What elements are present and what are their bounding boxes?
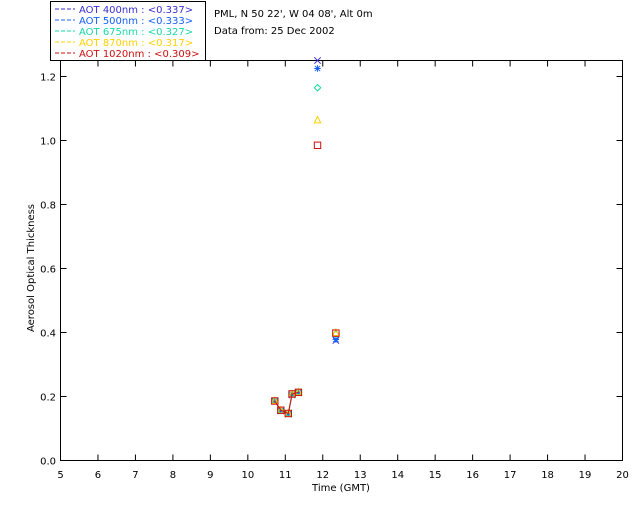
y-tick-label: 1.0 <box>40 137 56 148</box>
series-aot-675nm <box>270 83 340 418</box>
x-tick-label: 15 <box>429 470 442 481</box>
series-layer <box>270 56 340 418</box>
data-point-triangle <box>270 396 279 405</box>
data-point-square <box>284 409 292 418</box>
series-aot-400nm <box>271 56 340 418</box>
x-tick-label: 10 <box>241 470 254 481</box>
x-tick-label: 17 <box>504 470 517 481</box>
y-axis-label: Aerosol Optical Thickness <box>26 204 37 332</box>
legend-label: AOT 675nm : <0.327> <box>79 27 193 38</box>
site-info: PML, N 50 22', W 04 08', Alt 0m <box>214 9 373 20</box>
x-tick-label: 8 <box>170 470 176 481</box>
legend-box <box>50 1 206 61</box>
x-tick-label: 16 <box>466 470 479 481</box>
data-point-asterisk <box>332 336 340 343</box>
legend-label: AOT 500nm : <0.333> <box>79 16 193 27</box>
x-tick-label: 13 <box>354 470 367 481</box>
data-point-square <box>277 406 285 414</box>
x-tick-label: 19 <box>579 470 592 481</box>
data-point-triangle <box>313 115 322 124</box>
y-tick-label: 0.6 <box>40 265 56 276</box>
y-tick-label: 0.0 <box>40 457 56 468</box>
legend: AOT 400nm : <0.337>AOT 500nm : <0.333>AO… <box>50 1 206 61</box>
legend-entries: AOT 400nm : <0.337>AOT 500nm : <0.333>AO… <box>55 5 199 60</box>
x-tick-label: 12 <box>316 470 329 481</box>
data-point-asterisk <box>314 65 321 72</box>
date-info: Data from: 25 Dec 2002 <box>214 26 335 37</box>
legend-label: AOT 400nm : <0.337> <box>79 5 193 16</box>
legend-label: AOT 1020nm : <0.309> <box>79 49 199 60</box>
y-tick-label: 0.4 <box>40 329 56 340</box>
y-axis: 0.0 0.2 0.4 0.6 0.8 1.0 1.2 <box>40 73 623 468</box>
y-tick-label: 0.8 <box>40 201 56 212</box>
x-tick-label: 6 <box>95 470 101 481</box>
data-point-square <box>271 397 279 405</box>
x-tick-label: 5 <box>57 470 63 481</box>
y-tick-label: 1.2 <box>40 73 56 84</box>
series-aot-1020nm <box>271 141 340 418</box>
x-tick-label: 7 <box>132 470 138 481</box>
x-axis-label: Time (GMT) <box>311 483 370 494</box>
data-point-square <box>294 388 303 397</box>
data-point-square <box>332 329 340 337</box>
x-tick-label: 14 <box>391 470 404 481</box>
x-axis: 5 6 7 8 9 10 11 12 13 14 15 16 17 18 19 20 <box>57 60 629 481</box>
x-tick-label: 20 <box>616 470 629 481</box>
data-point-triangle <box>331 327 340 336</box>
series-aot-870nm <box>270 115 340 417</box>
legend-label: AOT 870nm : <0.317> <box>79 38 193 49</box>
series-aot-500nm <box>271 65 340 417</box>
x-tick-label: 9 <box>207 470 213 481</box>
data-point-square <box>313 141 322 150</box>
data-point-diamond <box>313 83 322 92</box>
plot-frame <box>60 60 623 461</box>
data-point-x <box>313 56 322 65</box>
y-tick-label: 0.2 <box>40 393 56 404</box>
x-tick-label: 11 <box>279 470 292 481</box>
x-tick-label: 18 <box>541 470 554 481</box>
data-point-triangle <box>294 387 303 396</box>
